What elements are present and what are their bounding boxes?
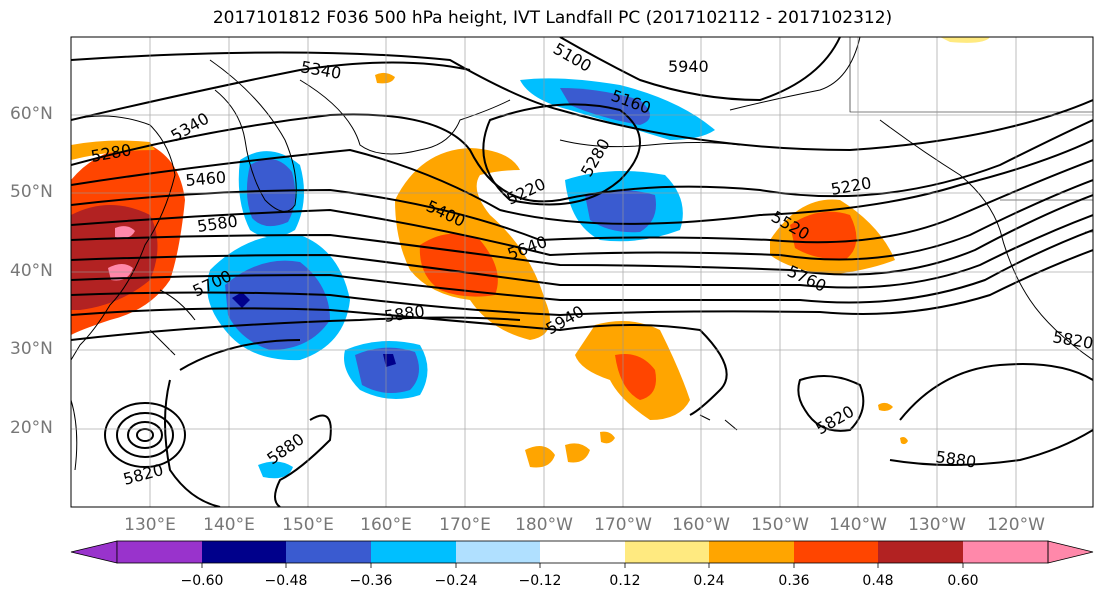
- lat-label: 20°N: [10, 418, 53, 438]
- lon-label: 150°W: [751, 515, 809, 535]
- lon-label: 140°E: [203, 515, 255, 535]
- map-title: 2017101812 F036 500 hPa height, IVT Land…: [212, 8, 893, 28]
- colorbar-tick-label: −0.24: [434, 573, 478, 589]
- lon-label: 130°E: [124, 515, 176, 535]
- colorbar-extend-high: [1047, 540, 1094, 564]
- colorbar-segment: [286, 541, 371, 563]
- colorbar-segment: [202, 541, 287, 563]
- graticule: [71, 37, 1093, 507]
- lon-label: 160°E: [360, 515, 412, 535]
- lon-label: 170°E: [439, 515, 491, 535]
- colorbar-tick-label: −0.12: [518, 573, 562, 589]
- colorbar-tick-label: −0.60: [180, 573, 224, 589]
- colorbar-tick-label: −0.36: [349, 573, 393, 589]
- colorbar-segment: [456, 541, 541, 563]
- colorbar-tick-label: 0.12: [609, 573, 641, 589]
- colorbar-segment: [709, 541, 794, 563]
- colorbar-tick-label: −0.48: [264, 573, 308, 589]
- lon-label: 180°W: [515, 515, 573, 535]
- colorbar-tick-label: 0.60: [947, 573, 979, 589]
- ivt-shading: [71, 37, 990, 479]
- lon-label: 120°W: [987, 515, 1045, 535]
- colorbar-segment: [371, 541, 456, 563]
- lat-label: 50°N: [10, 182, 53, 202]
- colorbar: [70, 540, 1094, 568]
- colorbar-tick-label: 0.36: [778, 573, 810, 589]
- lat-label: 40°N: [10, 261, 53, 281]
- lat-label: 30°N: [10, 339, 53, 359]
- colorbar-segment: [963, 541, 1048, 563]
- colorbar-segment: [878, 541, 963, 563]
- colorbar-segment: [540, 541, 625, 563]
- colorbar-segment: [794, 541, 879, 563]
- colorbar-extend-low: [70, 540, 118, 564]
- lon-label: 160°W: [672, 515, 730, 535]
- colorbar-segment: [625, 541, 710, 563]
- lat-label: 60°N: [10, 104, 53, 124]
- map-frame: [70, 36, 1094, 508]
- lon-label: 140°W: [829, 515, 887, 535]
- colorbar-tick-label: 0.24: [693, 573, 725, 589]
- colorbar-segment: [117, 541, 202, 563]
- lon-label: 150°E: [282, 515, 334, 535]
- lon-label: 170°W: [594, 515, 652, 535]
- contour-label: 5940: [668, 57, 709, 76]
- colorbar-tick-label: 0.48: [862, 573, 894, 589]
- contour-label: 5460: [185, 168, 227, 190]
- lon-label: 130°W: [908, 515, 966, 535]
